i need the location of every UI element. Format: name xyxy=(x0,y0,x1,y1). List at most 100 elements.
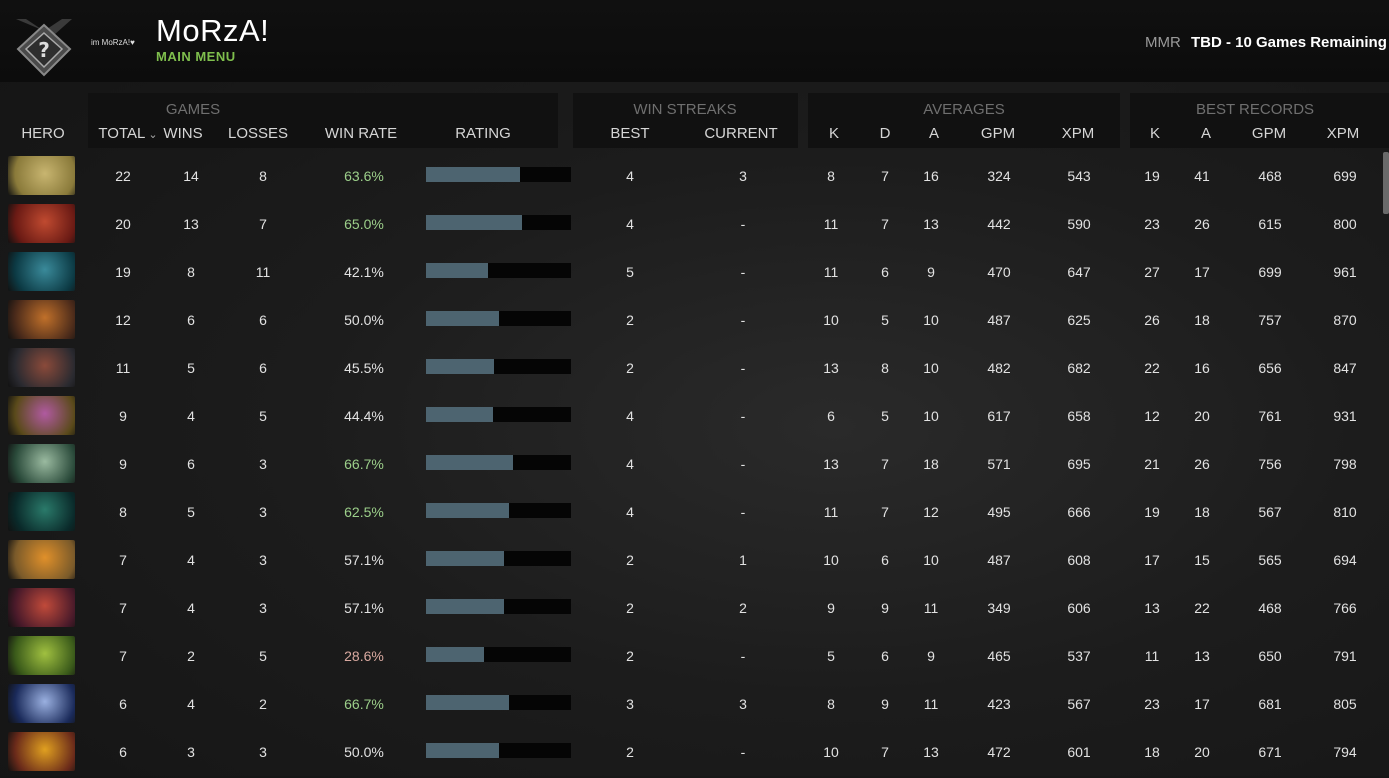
column-header-avg-assists[interactable]: A xyxy=(928,125,939,142)
player-name: MoRzA! xyxy=(156,13,270,48)
cell-best-streak: 2 xyxy=(626,552,634,568)
hero-13-portrait[interactable] xyxy=(8,732,75,771)
player-tagline: im MoRzA!♥ xyxy=(91,38,135,47)
cell-best-kills: 17 xyxy=(1144,552,1160,568)
cell-wins: 14 xyxy=(183,168,199,184)
cell-win-rate: 62.5% xyxy=(344,504,384,520)
hero-8-portrait[interactable] xyxy=(8,492,75,531)
cell-avg-assists: 10 xyxy=(923,552,939,568)
cell-best-xpm: 961 xyxy=(1333,264,1357,280)
cell-best-xpm: 766 xyxy=(1333,600,1357,616)
table-row[interactable]: 9 4 5 44.4% 4 - 6 5 10 617 658 12 20 761 931 xyxy=(0,394,1389,442)
table-row[interactable]: 7 4 3 57.1% 2 2 9 9 11 349 606 13 22 468 766 xyxy=(0,586,1389,634)
rating-bar-fill xyxy=(426,407,493,422)
cell-best-assists: 15 xyxy=(1194,552,1210,568)
column-header-best-xpm[interactable]: XPM xyxy=(1326,125,1360,142)
cell-avg-assists: 9 xyxy=(927,648,935,664)
cell-avg-deaths: 8 xyxy=(881,360,889,376)
cell-best-kills: 26 xyxy=(1144,312,1160,328)
table-row[interactable]: 22 14 8 63.6% 4 3 8 7 16 324 543 19 41 468 699 xyxy=(0,154,1389,202)
cell-current-streak: - xyxy=(740,408,746,424)
cell-avg-deaths: 5 xyxy=(881,312,889,328)
table-row[interactable]: 12 6 6 50.0% 2 - 10 5 10 487 625 26 18 757 870 xyxy=(0,298,1389,346)
column-header-avg-gpm[interactable]: GPM xyxy=(980,125,1016,142)
hero-3-portrait[interactable] xyxy=(8,252,75,291)
cell-avg-assists: 13 xyxy=(923,744,939,760)
cell-best-streak: 4 xyxy=(626,408,634,424)
column-header-rating[interactable]: RATING xyxy=(455,125,511,142)
column-header-current-streak[interactable]: CURRENT xyxy=(704,125,778,142)
column-header-avg-kills[interactable]: K xyxy=(828,125,839,142)
column-header-total[interactable]: TOTAL ⌄ xyxy=(93,125,163,142)
mmr-label: MMR xyxy=(1145,34,1181,51)
cell-avg-deaths: 7 xyxy=(881,504,889,520)
scrollbar-thumb[interactable] xyxy=(1383,152,1389,214)
cell-total: 7 xyxy=(119,600,127,616)
cell-losses: 7 xyxy=(259,216,267,232)
cell-avg-xpm: 601 xyxy=(1067,744,1091,760)
cell-avg-deaths: 6 xyxy=(881,552,889,568)
cell-win-rate: 50.0% xyxy=(344,312,384,328)
table-row[interactable]: 9 6 3 66.7% 4 - 13 7 18 571 695 21 26 756 798 xyxy=(0,442,1389,490)
column-header-avg-xpm[interactable]: XPM xyxy=(1061,125,1095,142)
column-header-best-assists[interactable]: A xyxy=(1200,125,1211,142)
column-header-best-gpm[interactable]: GPM xyxy=(1251,125,1287,142)
main-menu-link[interactable]: MAIN MENU xyxy=(156,49,236,64)
cell-avg-gpm: 472 xyxy=(987,744,1011,760)
hero-7-portrait[interactable] xyxy=(8,444,75,483)
hero-4-portrait[interactable] xyxy=(8,300,75,339)
hero-5-portrait[interactable] xyxy=(8,348,75,387)
column-header-hero[interactable]: HERO xyxy=(21,125,65,142)
cell-best-assists: 13 xyxy=(1194,648,1210,664)
column-header-total-label: TOTAL xyxy=(98,125,146,142)
cell-total: 9 xyxy=(119,408,127,424)
cell-win-rate: 28.6% xyxy=(344,648,384,664)
cell-win-rate: 65.0% xyxy=(344,216,384,232)
hero-1-portrait[interactable] xyxy=(8,156,75,195)
cell-losses: 5 xyxy=(259,408,267,424)
cell-best-kills: 27 xyxy=(1144,264,1160,280)
column-header-wins[interactable]: WINS xyxy=(163,125,203,142)
column-header-win-rate[interactable]: WIN RATE xyxy=(324,125,398,142)
cell-best-xpm: 794 xyxy=(1333,744,1357,760)
table-row[interactable]: 7 4 3 57.1% 2 1 10 6 10 487 608 17 15 565 694 xyxy=(0,538,1389,586)
rating-bar-fill xyxy=(426,599,504,614)
table-row[interactable]: 20 13 7 65.0% 4 - 11 7 13 442 590 23 26 615 800 xyxy=(0,202,1389,250)
hero-11-portrait[interactable] xyxy=(8,636,75,675)
cell-best-kills: 12 xyxy=(1144,408,1160,424)
table-row[interactable]: 6 3 3 50.0% 2 - 10 7 13 472 601 18 20 671 794 xyxy=(0,730,1389,778)
cell-best-kills: 19 xyxy=(1144,168,1160,184)
column-header-avg-deaths[interactable]: D xyxy=(879,125,891,142)
cell-best-kills: 23 xyxy=(1144,216,1160,232)
table-row[interactable]: 6 4 2 66.7% 3 3 8 9 11 423 567 23 17 681 805 xyxy=(0,682,1389,730)
hero-10-portrait[interactable] xyxy=(8,588,75,627)
cell-current-streak: 3 xyxy=(739,168,747,184)
cell-wins: 4 xyxy=(187,552,195,568)
cell-avg-xpm: 608 xyxy=(1067,552,1091,568)
cell-best-assists: 17 xyxy=(1194,264,1210,280)
rating-bar xyxy=(426,167,571,182)
hero-2-portrait[interactable] xyxy=(8,204,75,243)
cell-best-streak: 3 xyxy=(626,696,634,712)
cell-best-xpm: 805 xyxy=(1333,696,1357,712)
cell-best-assists: 22 xyxy=(1194,600,1210,616)
column-header-best-kills[interactable]: K xyxy=(1149,125,1160,142)
cell-wins: 13 xyxy=(183,216,199,232)
cell-wins: 6 xyxy=(187,312,195,328)
table-row[interactable]: 19 8 11 42.1% 5 - 11 6 9 470 647 27 17 699 961 xyxy=(0,250,1389,298)
column-header-best-streak[interactable]: BEST xyxy=(610,125,650,142)
hero-12-portrait[interactable] xyxy=(8,684,75,723)
hero-9-portrait[interactable] xyxy=(8,540,75,579)
rating-bar-fill xyxy=(426,215,522,230)
table-row[interactable]: 8 5 3 62.5% 4 - 11 7 12 495 666 19 18 567 810 xyxy=(0,490,1389,538)
cell-current-streak: 3 xyxy=(739,696,747,712)
table-row[interactable]: 11 5 6 45.5% 2 - 13 8 10 482 682 22 16 656 847 xyxy=(0,346,1389,394)
cell-best-streak: 2 xyxy=(626,600,634,616)
hero-6-portrait[interactable] xyxy=(8,396,75,435)
rating-bar xyxy=(426,311,571,326)
cell-best-kills: 13 xyxy=(1144,600,1160,616)
column-header-losses[interactable]: LOSSES xyxy=(228,125,289,142)
table-row[interactable]: 7 2 5 28.6% 2 - 5 6 9 465 537 11 13 650 791 xyxy=(0,634,1389,682)
rating-bar-fill xyxy=(426,503,509,518)
cell-total: 7 xyxy=(119,648,127,664)
